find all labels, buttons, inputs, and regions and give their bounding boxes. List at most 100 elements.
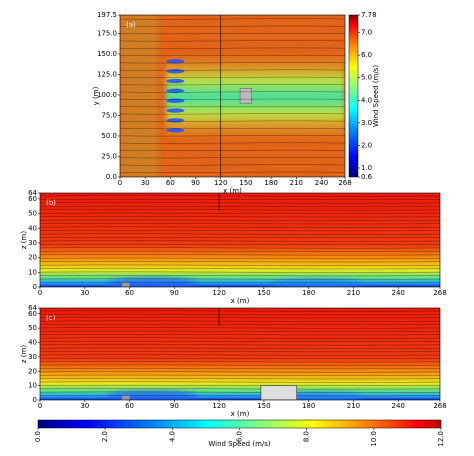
streamline xyxy=(120,91,345,93)
colorbar-tick-label: 2.0 xyxy=(101,431,109,442)
plot-frame xyxy=(39,192,441,288)
field-layer xyxy=(40,193,440,287)
streamline xyxy=(120,142,345,144)
colorbar xyxy=(348,14,359,178)
panel-label: (b) xyxy=(46,199,56,207)
colorbar-tick-label: 5.0 xyxy=(361,74,372,82)
x-tick-label: 90 xyxy=(191,179,200,187)
y-tick-label: 64 xyxy=(28,304,37,312)
panel-label: (a) xyxy=(126,21,136,29)
streamline xyxy=(120,98,345,100)
streamline xyxy=(120,128,345,129)
colorbar xyxy=(37,419,442,429)
colorbar-tick-label: 12.0 xyxy=(437,431,445,447)
colorbar-tick-label: 2.0 xyxy=(361,141,372,149)
y-axis-label: y (m) xyxy=(92,86,100,105)
y-tick-label: 75.0 xyxy=(101,111,117,119)
wake xyxy=(166,53,345,141)
x-tick-label: 268 xyxy=(338,179,351,187)
y-tick-label: 0.0 xyxy=(106,173,117,181)
x-tick-label: 30 xyxy=(80,289,89,297)
y-axis-label: z (m) xyxy=(20,231,28,249)
building xyxy=(260,385,298,400)
streamline xyxy=(120,171,345,173)
y-tick-label: 50 xyxy=(28,324,37,332)
x-tick-label: 0 xyxy=(118,179,122,187)
field xyxy=(120,15,345,177)
colorbar-tick-label: 0.0 xyxy=(34,431,42,442)
colorbar-tick-label: 7.0 xyxy=(361,29,372,37)
fin-wake xyxy=(166,128,185,133)
x-tick-label: 120 xyxy=(212,402,225,410)
y-tick-label: 175.0 xyxy=(97,29,117,37)
streamline xyxy=(120,47,345,49)
panel-label: (c) xyxy=(46,314,56,322)
streamline xyxy=(120,135,345,137)
y-tick-label: 20 xyxy=(28,254,37,262)
x-axis-label: x (m) xyxy=(223,187,242,195)
colorbar-tick-label: 0.6 xyxy=(361,173,373,181)
field-edge xyxy=(120,15,158,177)
x-tick-label: 30 xyxy=(141,179,150,187)
streamline xyxy=(120,149,345,151)
streamline xyxy=(120,164,345,166)
colorbar-tick-label: 3.0 xyxy=(361,119,372,127)
x-tick-label: 0 xyxy=(38,289,42,297)
streamline xyxy=(120,84,345,86)
colorbar-tick-label: 6.0 xyxy=(361,51,372,59)
x-tick-label: 150 xyxy=(239,179,252,187)
y-tick-label: 150.0 xyxy=(97,50,117,58)
y-tick-label: 64 xyxy=(28,189,37,197)
x-tick-label: 150 xyxy=(257,289,270,297)
x-axis-label: x (m) xyxy=(231,410,250,418)
streamline xyxy=(120,62,345,64)
field-bg xyxy=(40,193,440,287)
field xyxy=(40,193,440,287)
plot-frame xyxy=(119,14,346,178)
x-tick-label: 240 xyxy=(392,402,405,410)
y-tick-label: 50.0 xyxy=(101,132,117,140)
y-tick-label: 30 xyxy=(28,353,37,361)
y-tick-label: 40 xyxy=(28,224,37,232)
y-tick-label: 197.5 xyxy=(97,11,117,19)
streamline xyxy=(120,120,345,122)
streamline xyxy=(120,33,345,35)
plot-frame xyxy=(39,307,441,401)
x-tick-label: 60 xyxy=(125,402,134,410)
y-tick-label: 0 xyxy=(33,396,37,404)
building xyxy=(239,88,253,104)
field-layer xyxy=(120,15,345,177)
fin-wake xyxy=(166,88,185,94)
x-axis-label: x (m) xyxy=(231,297,250,305)
x-tick-label: 90 xyxy=(170,289,179,297)
colorbar-tick-label: 4.0 xyxy=(361,96,372,104)
y-tick-label: 50 xyxy=(28,210,37,218)
colorbar-tick-label: 4.0 xyxy=(168,431,176,442)
colorbar-tick-label: 8.0 xyxy=(303,431,311,442)
field-bg xyxy=(40,308,440,400)
y-tick-label: 100.0 xyxy=(97,91,117,99)
streamline xyxy=(120,18,345,20)
x-tick-label: 210 xyxy=(290,179,303,187)
fin-wake xyxy=(166,98,185,103)
x-tick-label: 180 xyxy=(302,402,315,410)
fin-wake xyxy=(166,78,185,84)
x-tick-label: 180 xyxy=(264,179,277,187)
colorbar-label: Wind Speed (m/s) xyxy=(208,440,271,448)
y-tick-label: 20 xyxy=(28,367,37,375)
obstacle xyxy=(122,395,130,400)
y-axis-label: z (m) xyxy=(20,345,28,363)
x-tick-label: 60 xyxy=(166,179,175,187)
y-tick-label: 125.0 xyxy=(97,70,117,78)
x-tick-label: 0 xyxy=(38,402,42,410)
x-tick-label: 210 xyxy=(347,402,360,410)
y-tick-label: 10 xyxy=(28,268,37,276)
fin-wake xyxy=(166,68,185,74)
fin-wake xyxy=(166,108,185,113)
y-tick-label: 0 xyxy=(33,283,37,291)
x-tick-label: 268 xyxy=(433,402,446,410)
streamline xyxy=(120,157,345,159)
streamline xyxy=(120,55,345,56)
colorbar-tick-label: 6.0 xyxy=(236,431,244,442)
